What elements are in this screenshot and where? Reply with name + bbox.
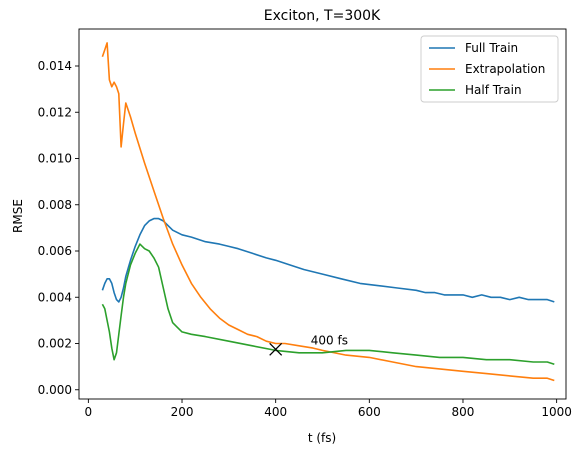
- legend-label-extrapolation: Extrapolation: [465, 62, 545, 76]
- x-tick-label: 800: [452, 405, 475, 419]
- x-tick-label: 200: [171, 405, 194, 419]
- series-line-full-train: [101, 217, 555, 303]
- x-tick-label: 1000: [541, 405, 572, 419]
- x-tick-label: 0: [85, 405, 93, 419]
- annotation-x-marker: [269, 342, 283, 356]
- chart-title: Exciton, T=300K: [264, 8, 381, 24]
- legend-box: [420, 35, 559, 103]
- x-tick-label: 600: [358, 405, 381, 419]
- series-line-half-train: [101, 243, 555, 366]
- annotation-label: 400 fs: [311, 334, 348, 348]
- y-axis-label: RMSE: [11, 199, 25, 233]
- x-axis-label: t (fs): [308, 431, 336, 445]
- legend-label-full-train: Full Train: [465, 41, 518, 55]
- y-tick-label: 0.008: [38, 198, 72, 212]
- axes-frame: [78, 28, 567, 400]
- plot-area: 400 fs: [101, 42, 555, 382]
- y-tick-label: 0.006: [38, 244, 72, 258]
- annotation-x-marker-stroke-2: [269, 342, 283, 356]
- y-tick-label: 0.012: [38, 105, 72, 119]
- y-tick-label: 0.000: [38, 383, 72, 397]
- y-tick-label: 0.004: [38, 290, 72, 304]
- x-tick-label: 400: [264, 405, 287, 419]
- axes: 0 200 400 600 800 1000 0.000 0.002 0.004 0.006 0.0…: [38, 28, 572, 419]
- legend-label-half-train: Half Train: [465, 83, 522, 97]
- legend: Full Train Extrapolation Half Train: [420, 35, 559, 103]
- series-line-extrapolation: [101, 42, 555, 382]
- y-tick-label: 0.010: [38, 152, 72, 166]
- y-tick-label: 0.014: [38, 59, 72, 73]
- y-tick-label: 0.002: [38, 337, 72, 351]
